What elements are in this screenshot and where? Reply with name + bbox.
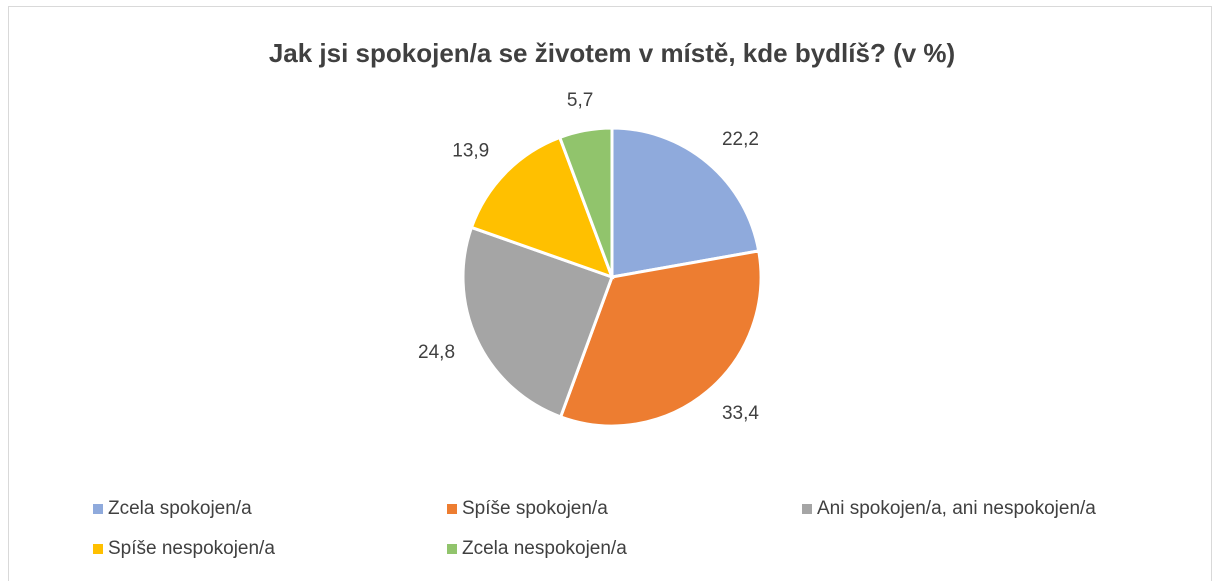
legend-marker bbox=[93, 544, 103, 554]
chart-title: Jak jsi spokojen/a se životem v místě, k… bbox=[269, 38, 955, 68]
pie-slice bbox=[557, 126, 614, 278]
legend-marker bbox=[93, 504, 103, 514]
legend-marker bbox=[802, 504, 812, 514]
legend-label: Spíše nespokojen/a bbox=[108, 538, 275, 559]
legend-marker bbox=[447, 504, 457, 514]
legend-label: Ani spokojen/a, ani nespokojen/a bbox=[817, 498, 1096, 519]
pie-slice bbox=[469, 135, 615, 280]
pie-slice bbox=[558, 249, 763, 428]
pie-slice bbox=[610, 126, 761, 279]
data-label: 33,4 bbox=[722, 403, 759, 424]
legend-label: Zcela spokojen/a bbox=[108, 498, 252, 519]
data-label: 5,7 bbox=[567, 90, 593, 111]
data-label: 13,9 bbox=[452, 141, 489, 162]
data-label: 22,2 bbox=[722, 129, 759, 150]
legend-label: Spíše spokojen/a bbox=[462, 498, 608, 519]
data-label: 24,8 bbox=[418, 342, 455, 363]
legend-label: Zcela nespokojen/a bbox=[462, 538, 627, 559]
legend-marker bbox=[447, 544, 457, 554]
pie-slice bbox=[461, 225, 614, 419]
